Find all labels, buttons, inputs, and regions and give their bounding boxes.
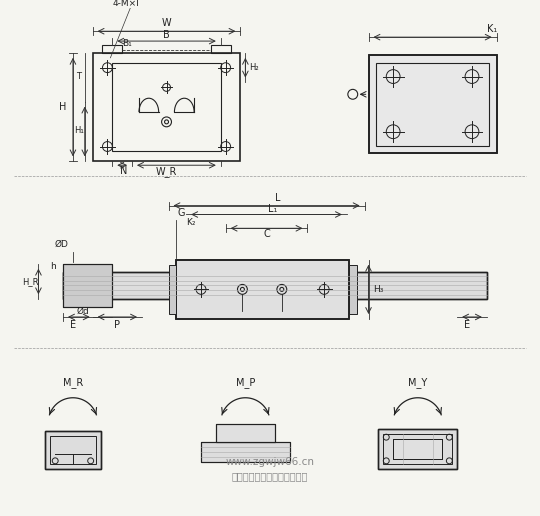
Text: P: P xyxy=(114,320,120,330)
Text: M_Y: M_Y xyxy=(408,378,428,389)
Bar xyxy=(216,424,275,442)
Text: H₂: H₂ xyxy=(249,63,259,72)
Bar xyxy=(383,434,453,464)
Bar xyxy=(201,442,289,462)
Text: H₃: H₃ xyxy=(373,285,383,294)
Text: K₁: K₁ xyxy=(487,24,497,34)
Text: 上海准晶自动化设备有限公司: 上海准晶自动化设备有限公司 xyxy=(232,472,308,481)
Bar xyxy=(63,271,487,299)
Bar xyxy=(368,55,497,153)
Text: h: h xyxy=(50,262,56,271)
Bar xyxy=(112,63,221,151)
Text: N: N xyxy=(120,166,128,176)
Bar xyxy=(45,431,100,469)
Text: E: E xyxy=(464,320,470,330)
Text: Ød: Ød xyxy=(77,307,89,316)
Text: K₂: K₂ xyxy=(186,218,196,227)
Bar xyxy=(50,436,96,464)
Bar xyxy=(168,265,177,314)
Text: H_R: H_R xyxy=(22,277,39,286)
Text: E: E xyxy=(70,320,76,330)
Bar xyxy=(368,55,497,153)
Text: 4-M×l: 4-M×l xyxy=(112,0,139,8)
Text: www.zgwjw66.cn: www.zgwjw66.cn xyxy=(226,457,314,467)
Text: T: T xyxy=(76,72,82,81)
Bar xyxy=(177,260,349,319)
Text: B₁: B₁ xyxy=(122,39,132,47)
Bar xyxy=(379,429,457,469)
Bar xyxy=(45,431,100,469)
Text: W_R: W_R xyxy=(156,166,177,176)
Text: B: B xyxy=(163,30,170,40)
Bar xyxy=(393,439,442,459)
Bar xyxy=(63,264,112,307)
Bar xyxy=(349,265,357,314)
Text: G: G xyxy=(178,207,185,218)
Bar xyxy=(376,63,489,146)
Bar xyxy=(201,442,289,462)
Text: L₁: L₁ xyxy=(268,204,277,214)
Text: ØD: ØD xyxy=(54,239,68,249)
Bar xyxy=(63,264,112,307)
Text: H₁: H₁ xyxy=(74,126,84,135)
Bar xyxy=(216,424,275,442)
Text: W: W xyxy=(161,19,171,28)
Bar xyxy=(63,271,487,299)
Bar xyxy=(211,45,231,53)
Text: H: H xyxy=(59,102,67,112)
Bar xyxy=(177,260,349,319)
Bar xyxy=(393,439,442,459)
Bar xyxy=(379,429,457,469)
Bar xyxy=(93,53,240,162)
Text: M_R: M_R xyxy=(63,378,83,389)
Text: M_P: M_P xyxy=(235,378,255,389)
Bar xyxy=(103,45,122,53)
Text: L: L xyxy=(275,193,280,203)
Text: C: C xyxy=(263,229,270,239)
